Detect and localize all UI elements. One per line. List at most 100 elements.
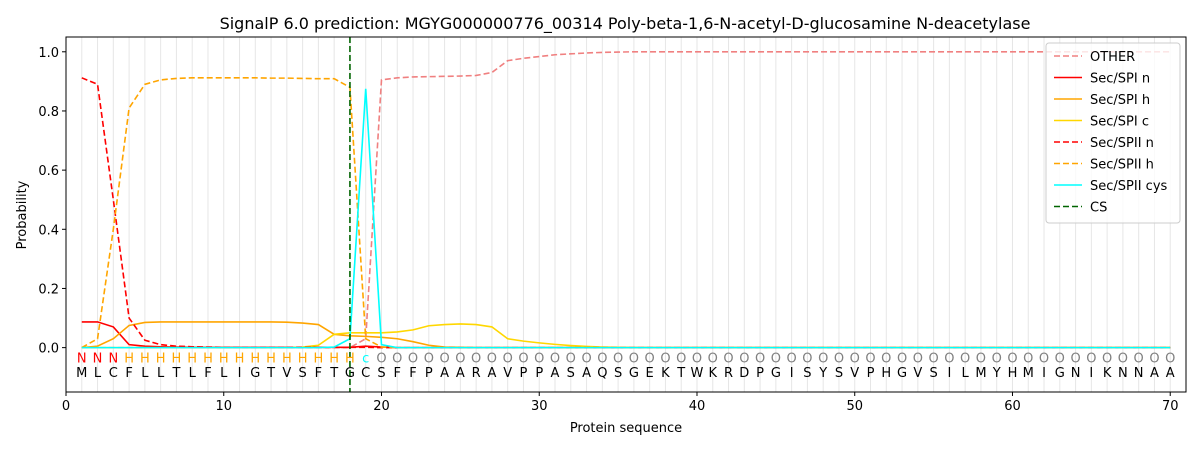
annotation-label: H <box>219 351 229 366</box>
residue-label: I <box>238 366 242 381</box>
residue-label: D <box>739 366 749 381</box>
annotation-label: H <box>345 351 355 366</box>
annotation-label: H <box>314 351 324 366</box>
legend-label: Sec/SPII n <box>1090 136 1154 151</box>
annotation-label: O <box>660 351 670 366</box>
residue-label: L <box>962 366 970 381</box>
series-line <box>81 321 1171 349</box>
annotation-label: O <box>566 351 576 366</box>
legend-label: Sec/SPI h <box>1090 93 1150 108</box>
x-tick-label: 20 <box>373 399 390 414</box>
annotation-label: O <box>1023 351 1033 366</box>
annotation-label: O <box>976 351 986 366</box>
residue-label: F <box>125 366 132 381</box>
annotation-label: O <box>392 351 402 366</box>
residue-label: S <box>298 366 306 381</box>
residue-label: N <box>1134 366 1144 381</box>
legend-box <box>1045 42 1181 224</box>
x-tick-label: 30 <box>531 399 548 414</box>
y-axis-ticks: 0.0 0.2 0.4 0.6 0.8 1.0 <box>38 46 66 357</box>
residue-label: M <box>1023 366 1034 381</box>
residue-label: H <box>881 366 891 381</box>
residue-label: C <box>361 366 370 381</box>
residue-label: T <box>676 366 685 381</box>
annotation-label: H <box>172 351 182 366</box>
residue-label: W <box>691 366 704 381</box>
residue-label: V <box>503 366 512 381</box>
residue-label: V <box>913 366 922 381</box>
residue-label: P <box>425 366 433 381</box>
series-layer <box>81 50 1171 349</box>
x-tick-label: 60 <box>1004 399 1021 414</box>
legend-label: Sec/SPI n <box>1090 72 1150 87</box>
residue-label: S <box>929 366 937 381</box>
residue-label: L <box>220 366 228 381</box>
annotation-label: O <box>597 351 607 366</box>
chart-title: SignalP 6.0 prediction: MGYG000000776_00… <box>220 14 1031 34</box>
residue-label: S <box>377 366 385 381</box>
annotation-label: N <box>77 351 87 366</box>
annotation-label: O <box>1070 351 1080 366</box>
annotation-label: O <box>550 351 560 366</box>
residue-label: C <box>109 366 118 381</box>
residue-label: Q <box>597 366 607 381</box>
residue-label: F <box>409 366 416 381</box>
x-tick-label: 40 <box>689 399 706 414</box>
series-line <box>81 77 1171 349</box>
residue-label: T <box>171 366 180 381</box>
series-line <box>81 321 1171 349</box>
residue-label: G <box>629 366 639 381</box>
annotation-label: O <box>629 351 639 366</box>
annotation-label: O <box>708 351 718 366</box>
annotation-label: H <box>124 351 134 366</box>
annotation-label: O <box>692 351 702 366</box>
annotation-label: O <box>1039 351 1049 366</box>
residue-label: S <box>614 366 622 381</box>
residue-label: S <box>567 366 575 381</box>
x-tick-label: 50 <box>846 399 863 414</box>
annotation-label: O <box>1165 351 1175 366</box>
annotation-label: H <box>250 351 260 366</box>
x-tick-label: 0 <box>62 399 70 414</box>
residue-label: K <box>661 366 670 381</box>
y-tick-label: 0.2 <box>38 282 59 297</box>
residue-label: L <box>141 366 149 381</box>
annotation-label: N <box>93 351 103 366</box>
annotation-label: O <box>518 351 528 366</box>
annotation-label: O <box>581 351 591 366</box>
residue-label: G <box>1055 366 1065 381</box>
legend-label: Sec/SPII cys <box>1090 179 1168 194</box>
annotation-label: O <box>771 351 781 366</box>
annotation-label: O <box>944 351 954 366</box>
y-tick-label: 0.4 <box>38 223 59 238</box>
residue-label: F <box>315 366 322 381</box>
annotation-label: O <box>424 351 434 366</box>
residue-label: A <box>456 366 465 381</box>
annotation-label: O <box>992 351 1002 366</box>
annotation-label: O <box>1118 351 1128 366</box>
annotation-label: H <box>156 351 166 366</box>
annotation-label: O <box>503 351 513 366</box>
y-axis-label: Probability <box>15 180 30 249</box>
annotation-label: N <box>108 351 118 366</box>
annotation-label: O <box>439 351 449 366</box>
residue-label: A <box>551 366 560 381</box>
grid-lines <box>81 37 1171 392</box>
annotation-label: O <box>1007 351 1017 366</box>
plot-frame <box>65 36 1187 393</box>
annotation-label: H <box>187 351 197 366</box>
residue-label: I <box>947 366 951 381</box>
annotation-label: O <box>834 351 844 366</box>
residue-label: M <box>76 366 87 381</box>
annotation-label: O <box>913 351 923 366</box>
residue-label: G <box>771 366 781 381</box>
y-tick-label: 0.8 <box>38 105 59 120</box>
x-tick-label: 10 <box>215 399 232 414</box>
series-line <box>81 50 1171 349</box>
x-tick-label: 70 <box>1162 399 1179 414</box>
annotation-label: O <box>897 351 907 366</box>
residue-label: P <box>756 366 764 381</box>
x-axis-label: Protein sequence <box>570 421 682 436</box>
residue-label: F <box>204 366 211 381</box>
